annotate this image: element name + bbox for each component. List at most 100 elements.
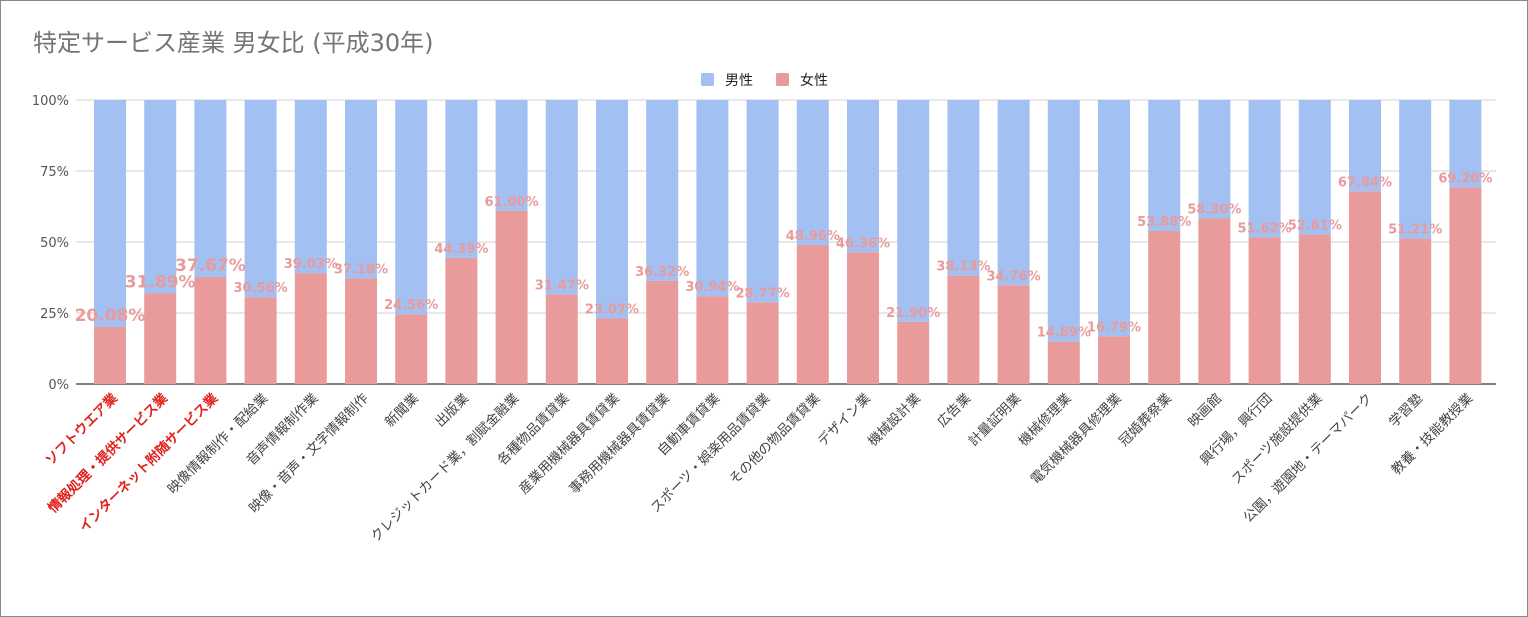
data-label: 51.62% [1238, 221, 1292, 236]
bar-female[interactable] [345, 278, 377, 384]
bar-female[interactable] [997, 285, 1030, 384]
bar-female[interactable] [94, 326, 126, 384]
bar-male[interactable] [395, 100, 428, 315]
x-tick-label: その他の物品賃貸業 [726, 390, 824, 488]
legend-swatch[interactable] [776, 73, 789, 86]
bar-male[interactable] [244, 100, 277, 298]
bar-female[interactable] [1198, 218, 1231, 384]
x-tick-label: 広告業 [934, 390, 974, 430]
y-tick-label: 100% [32, 94, 69, 109]
data-label: 53.88% [1137, 215, 1191, 230]
legend-label[interactable]: 男性 [725, 73, 753, 89]
bar-female[interactable] [495, 210, 528, 384]
data-label: 44.39% [434, 242, 488, 257]
bar-female[interactable] [596, 318, 628, 384]
bar-female[interactable] [1148, 230, 1181, 384]
bar-male[interactable] [1298, 100, 1331, 235]
x-tick-label: 出版業 [432, 390, 472, 430]
bar-female[interactable] [847, 252, 879, 384]
bar-female[interactable] [947, 275, 980, 384]
data-label: 37.67% [175, 256, 246, 276]
data-label: 37.18% [334, 262, 388, 277]
bar-male[interactable] [445, 100, 478, 258]
bar-female[interactable] [1248, 237, 1281, 384]
bar-female[interactable] [796, 244, 829, 384]
data-label: 31.89% [125, 272, 196, 292]
bar-female[interactable] [646, 280, 679, 384]
x-tick-label: 学習塾 [1386, 391, 1426, 431]
bar-male[interactable] [596, 100, 628, 319]
bar-male[interactable] [646, 100, 679, 281]
bar-female[interactable] [1449, 187, 1482, 384]
data-label: 38.13% [936, 260, 990, 275]
bar-female[interactable] [1098, 336, 1130, 384]
data-labels: 20.08% 31.89%37.67% 30.56% 39.03%37.18% 24.5… [75, 171, 1493, 340]
chart-title: 特定サービス産業 男女比 (平成30年) [33, 29, 434, 57]
bar-female[interactable] [1047, 341, 1080, 384]
bar-male[interactable] [947, 100, 980, 276]
bar-male[interactable] [1198, 100, 1231, 219]
bar-female[interactable] [395, 314, 428, 384]
data-label: 69.20% [1438, 171, 1492, 186]
data-label: 58.30% [1187, 202, 1241, 217]
y-tick-label: 75% [40, 165, 69, 180]
x-tick-label: 機械設計業 [865, 390, 924, 449]
bar-male[interactable] [746, 100, 779, 303]
bar-female[interactable] [144, 293, 177, 384]
y-axis: 0% 25% 50% 75% 100% [32, 94, 69, 393]
bar-female[interactable] [897, 321, 930, 384]
legend-label[interactable]: 女性 [800, 72, 828, 89]
bar-male[interactable] [144, 100, 177, 294]
bar-female[interactable] [294, 273, 327, 384]
bar-male[interactable] [345, 100, 377, 279]
data-label: 61.00% [485, 195, 539, 210]
y-tick-label: 50% [40, 236, 69, 251]
y-tick-label: 25% [40, 307, 69, 322]
data-label: 24.56% [384, 298, 438, 313]
bar-male[interactable] [796, 100, 829, 245]
bar-female[interactable] [1298, 234, 1331, 384]
bar-female[interactable] [1399, 238, 1432, 384]
bar-female[interactable] [545, 294, 578, 384]
bar-female[interactable] [194, 277, 227, 384]
legend-swatch[interactable] [701, 73, 714, 86]
legend[interactable]: 男性 女性 [701, 72, 828, 89]
x-tick-label: 電気機械器具修理業 [1028, 390, 1126, 488]
bar-male[interactable] [1248, 100, 1281, 238]
bar-male[interactable] [545, 100, 578, 295]
bar-male[interactable] [997, 100, 1030, 286]
x-tick-label: 冠婚葬祭業 [1116, 390, 1175, 449]
bar-male[interactable] [294, 100, 327, 274]
bar-male[interactable] [1349, 100, 1381, 192]
bar-female[interactable] [746, 302, 779, 384]
data-label: 28.77% [736, 286, 790, 301]
bar-male[interactable] [1047, 100, 1080, 342]
data-label: 48.96% [786, 229, 840, 244]
bar-male[interactable] [495, 100, 528, 211]
bar-male[interactable] [897, 100, 930, 322]
bar-male[interactable] [94, 100, 126, 327]
bar-male[interactable] [1098, 100, 1130, 337]
data-label: 46.36% [836, 236, 890, 251]
bar-female[interactable] [244, 297, 277, 384]
bar-female[interactable] [1349, 191, 1381, 384]
bar-male[interactable] [1148, 100, 1181, 231]
data-label: 16.79% [1087, 320, 1141, 335]
bar-male[interactable] [847, 100, 879, 253]
data-label: 14.89% [1037, 326, 1091, 341]
y-tick-label: 0% [48, 378, 69, 393]
bar-male[interactable] [696, 100, 729, 297]
bar-male[interactable] [194, 100, 227, 278]
bars [94, 100, 1482, 384]
bar-female[interactable] [445, 257, 478, 384]
bar-male[interactable] [1399, 100, 1432, 239]
bar-female[interactable] [696, 296, 729, 384]
bar-male[interactable] [1449, 100, 1482, 188]
data-label: 20.08% [75, 306, 146, 326]
data-label: 39.03% [284, 257, 338, 272]
data-label: 30.94% [685, 280, 739, 295]
data-label: 31.47% [535, 279, 589, 294]
data-label: 36.32% [635, 265, 689, 280]
